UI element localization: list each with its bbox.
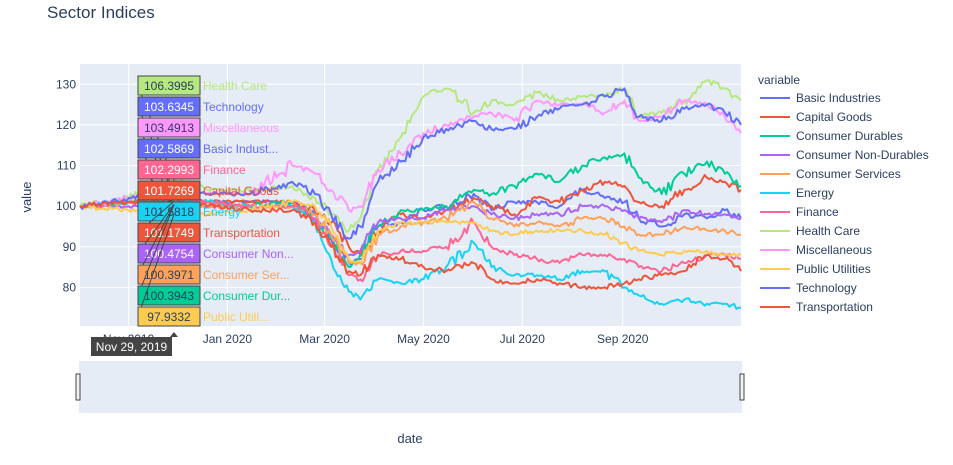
y-tick-label: 90	[63, 240, 77, 254]
hover-value: 100.3943	[144, 289, 194, 303]
hover-value: 100.3971	[144, 268, 194, 282]
x-tick-label: Jan 2020	[203, 332, 253, 346]
hover-value: 101.1749	[144, 226, 194, 240]
legend-item[interactable]: Miscellaneous	[760, 243, 872, 257]
y-tick-label: 130	[56, 77, 76, 91]
hover-date-text: Nov 29, 2019	[96, 340, 168, 354]
legend-item[interactable]: Consumer Services	[760, 167, 901, 181]
legend-item[interactable]: Health Care	[760, 224, 860, 238]
hover-value: 101.7269	[144, 184, 194, 198]
hover-series-label: Consumer Dur...	[203, 289, 290, 303]
hover-box	[137, 117, 201, 138]
y-tick-label: 120	[56, 118, 76, 132]
range-slider-handle-right[interactable]	[739, 373, 745, 401]
hover-value: 106.3995	[144, 79, 194, 93]
x-tick-label: Mar 2020	[299, 332, 350, 346]
chart-title: Sector Indices	[47, 3, 155, 22]
hover-series-label: Finance	[203, 163, 246, 177]
x-tick-label: Jul 2020	[500, 332, 546, 346]
legend-item[interactable]: Consumer Durables	[760, 129, 903, 143]
legend-item[interactable]: Public Utilities	[760, 262, 871, 276]
y-axis-ticks: 80 90 100 110 120 130	[56, 77, 76, 294]
hover-box	[137, 96, 201, 117]
legend-label: Technology	[796, 281, 857, 295]
y-tick-label: 80	[63, 280, 77, 294]
legend-item[interactable]: Energy	[760, 186, 834, 200]
hover-date-box	[91, 337, 172, 356]
y-tick-label: 110	[57, 159, 76, 173]
legend-label: Consumer Services	[796, 167, 901, 181]
hover-box	[137, 264, 201, 285]
hover-value: 102.2993	[144, 163, 194, 177]
hover-series-label: Transportation	[203, 226, 280, 240]
hover-series-label: Energy	[203, 205, 241, 219]
hover-date-label: Nov 29, 2019	[91, 332, 178, 356]
hover-box	[137, 243, 201, 264]
y-axis-label: value	[19, 181, 34, 212]
legend-label: Health Care	[796, 224, 860, 238]
hover-box	[137, 180, 201, 201]
hover-box	[137, 222, 201, 243]
legend-title: variable	[758, 73, 800, 87]
legend-label: Miscellaneous	[796, 243, 872, 257]
hover-series-label: Consumer Non...	[203, 247, 294, 261]
hover-value: 102.5869	[144, 142, 194, 156]
hover-value: 97.9332	[147, 310, 191, 324]
legend-label: Basic Industries	[796, 91, 881, 105]
legend-label: Finance	[796, 205, 839, 219]
hover-box	[137, 75, 201, 96]
legend-item[interactable]: Transportation	[760, 300, 873, 314]
range-slider-handle-left[interactable]	[75, 373, 81, 401]
legend-item[interactable]: Basic Industries	[760, 91, 881, 105]
hover-layer: 106.3995 Health Care 103.6345 Technology 103…	[137, 75, 294, 327]
hover-value: 103.4913	[144, 121, 194, 135]
hover-box	[137, 159, 201, 180]
hover-connector	[137, 204, 175, 296]
range-slider[interactable]	[75, 361, 745, 413]
hover-connector	[137, 214, 175, 317]
hover-series-label: Basic Indust...	[203, 142, 278, 156]
hover-series-label: Consumer Ser...	[203, 268, 290, 282]
legend-label: Capital Goods	[796, 110, 872, 124]
legend-label: Consumer Non-Durables	[796, 148, 929, 162]
hover-date-pointer	[169, 332, 178, 337]
hover-series-label: Public Utili...	[203, 310, 269, 324]
legend-label: Public Utilities	[796, 262, 871, 276]
y-tick-label: 100	[56, 199, 76, 213]
hover-box	[137, 306, 201, 327]
x-tick-label: May 2020	[397, 332, 450, 346]
hover-box	[137, 138, 201, 159]
x-axis-label: date	[397, 431, 422, 446]
legend-item[interactable]: Finance	[760, 205, 839, 219]
hover-series-label: Technology	[203, 100, 264, 114]
hover-box	[137, 285, 201, 306]
hover-series-label: Capital Goods	[203, 184, 279, 198]
legend-label: Consumer Durables	[796, 129, 903, 143]
legend-item[interactable]: Capital Goods	[760, 110, 872, 124]
legend-item[interactable]: Technology	[760, 281, 857, 295]
hover-value: 101.5818	[144, 205, 194, 219]
hover-series-label: Health Care	[203, 79, 267, 93]
legend-label: Transportation	[796, 300, 873, 314]
legend-label: Energy	[796, 186, 834, 200]
hover-connector	[137, 204, 175, 275]
legend-item[interactable]: Consumer Non-Durables	[760, 148, 929, 162]
x-tick-label: Sep 2020	[597, 332, 649, 346]
range-slider-track[interactable]	[79, 361, 742, 413]
hover-series-label: Miscellaneous	[203, 121, 279, 135]
hover-value: 103.6345	[144, 100, 194, 114]
hover-value: 100.4754	[144, 247, 194, 261]
legend[interactable]: Basic Industries Capital Goods Consumer Du…	[760, 91, 929, 314]
